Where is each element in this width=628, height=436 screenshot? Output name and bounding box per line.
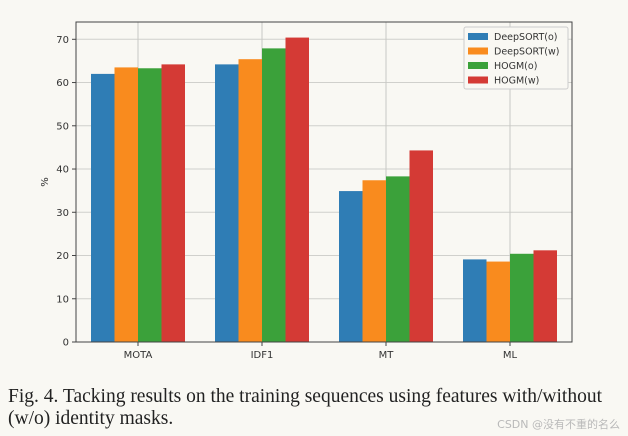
bar-HOGM(o)-IDF1: [262, 48, 286, 342]
y-tick-label: 10: [56, 294, 69, 305]
y-tick-label: 20: [56, 251, 69, 262]
x-tick-label: ML: [503, 350, 518, 361]
y-tick-label: 70: [56, 35, 69, 46]
bar-HOGM(w)-ML: [533, 250, 557, 342]
bar-chart: 0 10 20 30 40 50 60 70 MOTA IDF1 MT ML% DeepSORT(o) D…: [40, 21, 573, 361]
bar-HOGM(o)-MOTA: [138, 68, 162, 343]
x-tick-label: MT: [379, 350, 395, 361]
bar-HOGM(w)-MOTA: [161, 64, 185, 342]
legend-swatch: [468, 76, 488, 84]
bar-HOGM(o)-ML: [510, 253, 534, 342]
y-tick-label: 60: [56, 78, 69, 89]
legend-swatch: [468, 33, 488, 40]
bar-DeepSORT(o)-MT: [339, 191, 363, 342]
y-axis-label: %: [40, 177, 51, 187]
bar-DeepSORT(o)-IDF1: [215, 64, 239, 342]
y-tick-label: 30: [56, 208, 69, 219]
bar-HOGM(w)-MT: [409, 150, 433, 342]
legend-swatch: [468, 62, 488, 69]
y-tick-label: 0: [63, 338, 69, 349]
bar-DeepSORT(w)-IDF1: [238, 59, 262, 343]
bar-HOGM(w)-IDF1: [285, 37, 309, 342]
plot-frame: [75, 21, 573, 343]
legend-label: DeepSORT(w): [494, 47, 559, 58]
bar-DeepSORT(o)-MOTA: [91, 73, 115, 342]
legend-label: HOGM(w): [494, 76, 539, 87]
y-tick-label: 40: [56, 165, 69, 176]
legend-swatch: [468, 47, 488, 55]
watermark: CSDN @没有不重的名么: [497, 418, 620, 431]
y-tick-label: 50: [56, 121, 69, 132]
legend-label: HOGM(o): [494, 61, 537, 72]
bar-HOGM(o)-MT: [386, 176, 410, 342]
legend-label: DeepSORT(o): [494, 32, 557, 43]
bar-DeepSORT(w)-ML: [486, 261, 510, 342]
bar-DeepSORT(o)-ML: [463, 259, 487, 342]
x-tick-label: MOTA: [124, 350, 153, 361]
x-tick-label: IDF1: [251, 350, 274, 361]
legend: [463, 26, 569, 90]
figure-caption: Fig. 4. Tacking results on the training …: [8, 386, 603, 429]
bar-DeepSORT(w)-MT: [362, 180, 386, 342]
bar-DeepSORT(w)-MOTA: [114, 67, 138, 343]
